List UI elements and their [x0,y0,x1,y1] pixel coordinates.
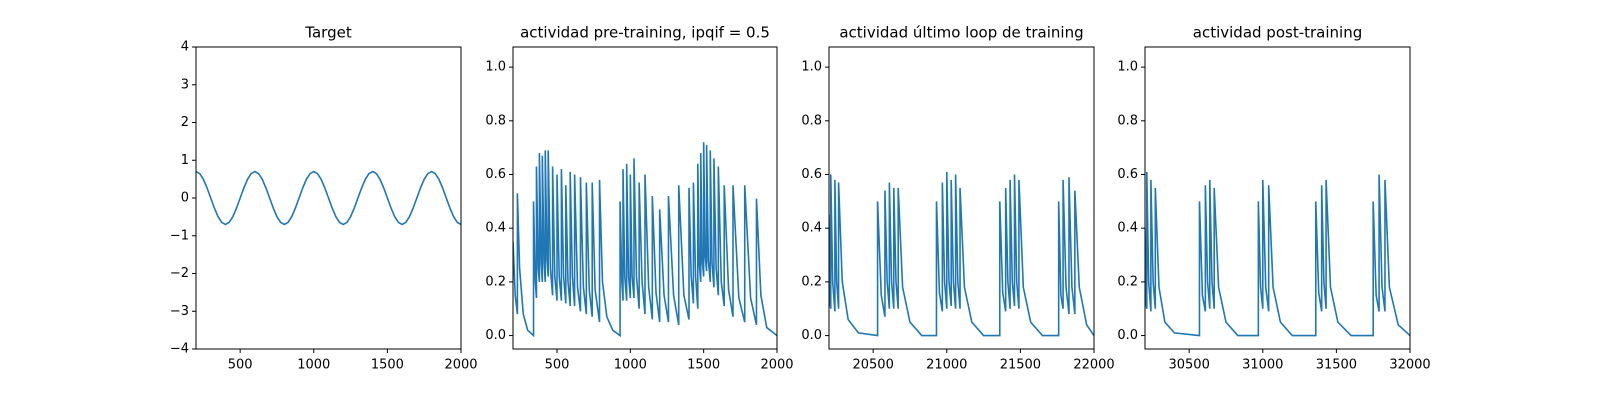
subplot-title: actividad post-training [1193,24,1362,42]
x-tick-label: 32000 [1389,358,1430,373]
x-tick-label: 22000 [1073,358,1114,373]
plot-area [829,171,1094,337]
y-tick-label: 0.8 [1117,113,1138,128]
y-tick-label: 1.0 [801,60,822,75]
x-tick-label: 2000 [760,358,793,373]
x-tick-label: 31500 [1316,358,1357,373]
subplot-title: Target [304,24,352,42]
x-tick-label: 1000 [614,358,647,373]
y-tick-label: 0.4 [485,221,506,236]
y-tick-label: −3 [170,304,189,319]
y-tick-label: 1 [181,153,189,168]
plot-area [196,170,461,226]
y-tick-label: 4 [181,40,189,55]
y-tick-label: 0.2 [801,274,822,289]
y-tick-label: 0.8 [485,113,506,128]
subplot: actividad pre-training, ipqif = 0.5 0.0 0.… [485,24,793,373]
y-tick-label: −4 [170,342,189,357]
x-tick-label: 20500 [852,358,893,373]
subplot-title: actividad pre-training, ipqif = 0.5 [520,24,770,42]
x-tick-label: 30500 [1168,358,1209,373]
y-tick-label: 0.0 [1117,328,1138,343]
x-tick-label: 500 [228,358,253,373]
x-tick-label: 2000 [444,358,477,373]
y-tick-label: 0.6 [1117,167,1138,182]
plot-area [513,142,777,338]
y-tick-label: 0.0 [485,328,506,343]
x-tick-label: 1000 [297,358,330,373]
subplot: Target −4 −3 −2 −1 0 1 2 3 4 500 1000 1500 2000 [170,24,478,373]
y-tick-label: 0 [181,191,189,206]
y-tick-label: −2 [170,266,189,281]
y-tick-label: 0.0 [801,328,822,343]
y-tick-label: 0.2 [485,274,506,289]
x-tick-label: 1500 [371,358,404,373]
y-tick-label: 0.6 [485,167,506,182]
x-tick-label: 31000 [1242,358,1283,373]
y-tick-label: 1.0 [485,60,506,75]
y-tick-label: −1 [170,228,189,243]
x-tick-label: 21500 [1000,358,1041,373]
data-line [829,171,1094,337]
subplot-title: actividad último loop de training [839,24,1083,42]
y-tick-label: 0.4 [801,221,822,236]
axes-frame [828,46,1095,350]
subplot: actividad post-training 0.0 0.2 0.4 0.6 0.8 1.… [1117,24,1430,373]
data-line [196,170,461,226]
y-tick-label: 1.0 [1117,60,1138,75]
x-tick-label: 500 [545,358,570,373]
y-tick-label: 0.2 [1117,274,1138,289]
y-tick-label: 2 [181,115,189,130]
y-tick-label: 0.4 [1117,221,1138,236]
axes-frame [1144,46,1411,350]
x-tick-label: 1500 [687,358,720,373]
plot-area [1145,171,1410,337]
subplot: actividad último loop de training 0.0 0.2 0… [801,24,1114,373]
y-tick-label: 0.6 [801,167,822,182]
y-tick-label: 0.8 [801,113,822,128]
data-line [513,142,777,338]
axes-frame [512,46,778,350]
data-line [1145,171,1410,337]
y-tick-label: 3 [181,77,189,92]
x-tick-label: 21000 [926,358,967,373]
